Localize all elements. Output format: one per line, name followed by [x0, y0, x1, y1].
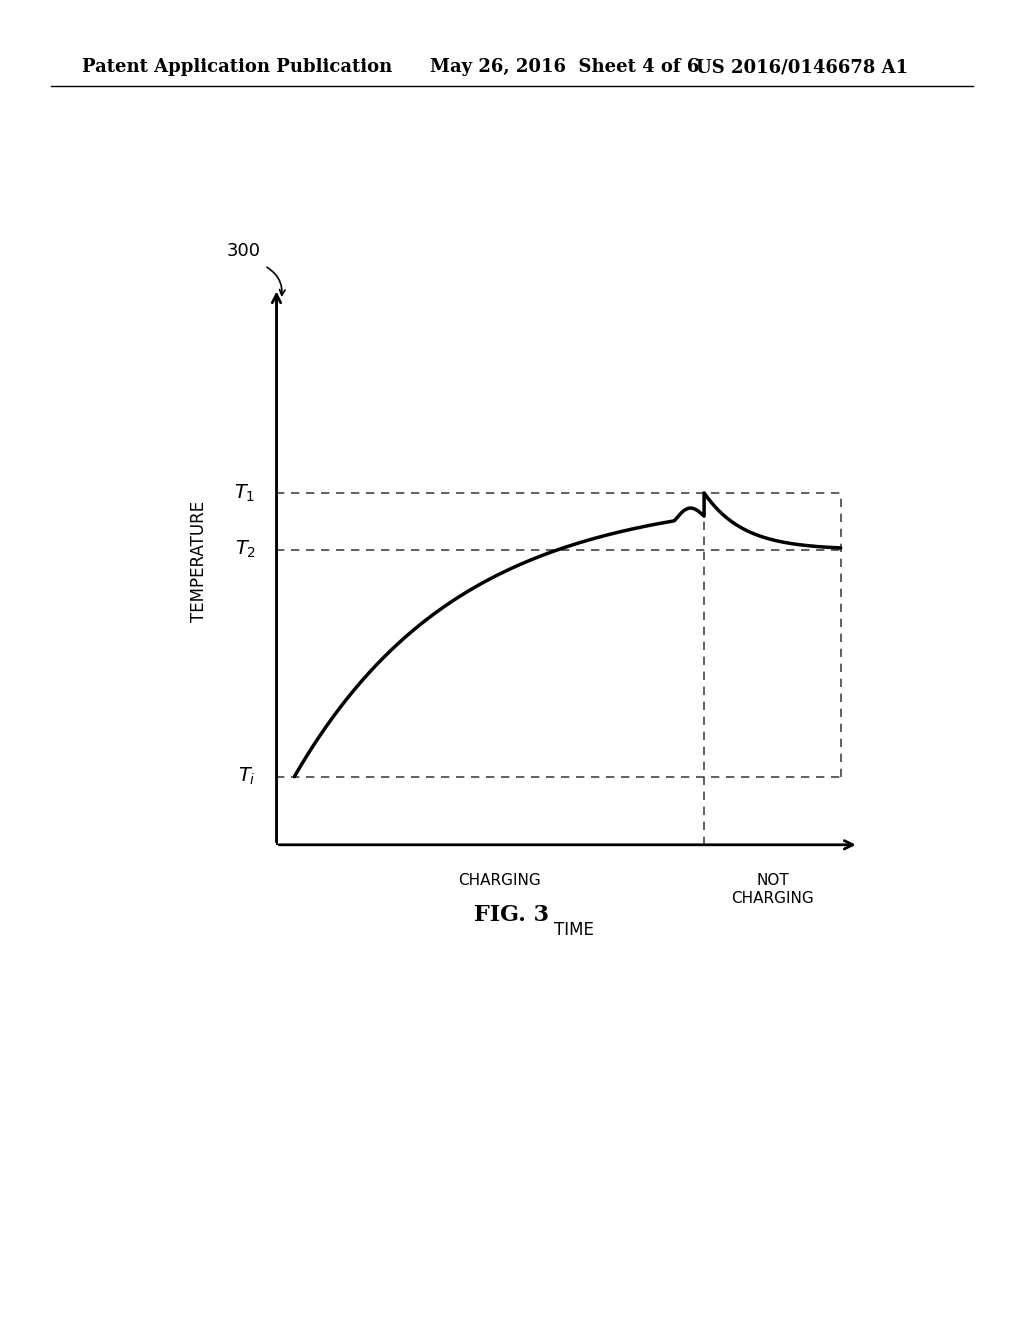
Text: NOT
CHARGING: NOT CHARGING [731, 874, 814, 906]
Text: TIME: TIME [554, 921, 593, 940]
Text: Patent Application Publication: Patent Application Publication [82, 58, 392, 77]
Text: CHARGING: CHARGING [458, 874, 541, 888]
Text: TEMPERATURE: TEMPERATURE [190, 500, 208, 622]
Text: $T_2$: $T_2$ [234, 539, 256, 560]
Text: May 26, 2016  Sheet 4 of 6: May 26, 2016 Sheet 4 of 6 [430, 58, 699, 77]
Text: $T_i$: $T_i$ [238, 766, 256, 787]
Text: FIG. 3: FIG. 3 [474, 904, 550, 927]
Text: $T_1$: $T_1$ [234, 482, 256, 503]
Text: 300: 300 [226, 242, 261, 260]
Text: US 2016/0146678 A1: US 2016/0146678 A1 [696, 58, 908, 77]
